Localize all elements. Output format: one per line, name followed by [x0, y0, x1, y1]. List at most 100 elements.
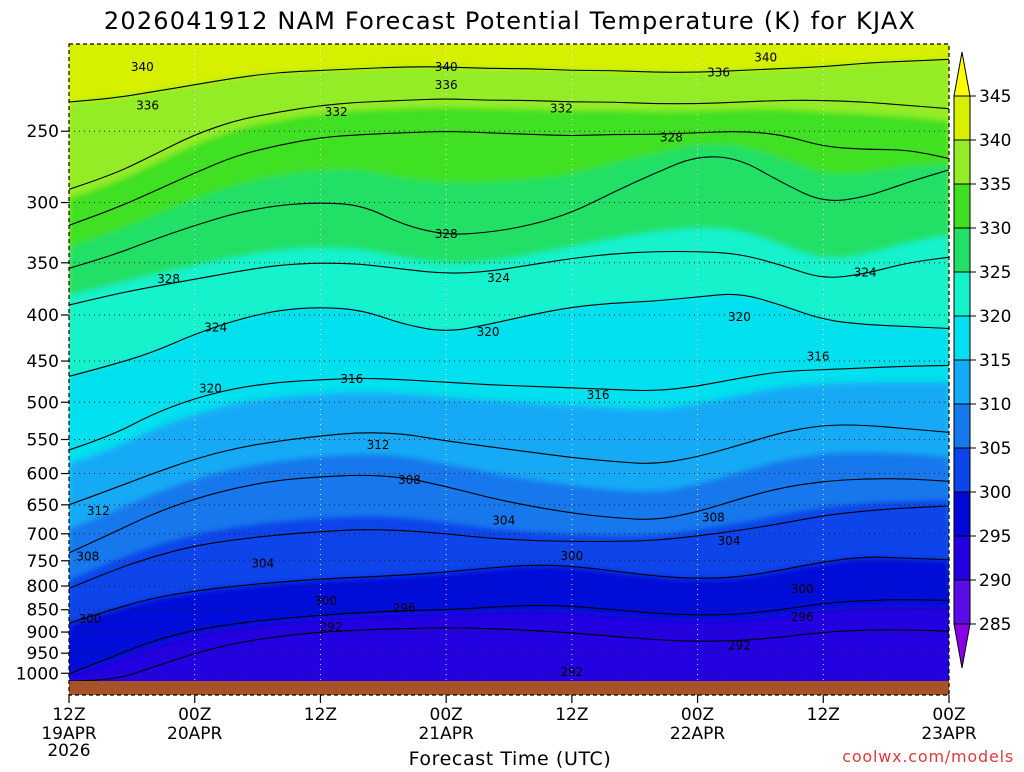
- y-tick-label: 850: [27, 601, 59, 621]
- contour-320: [69, 293, 949, 377]
- x-tick-label: 12Z: [807, 705, 840, 725]
- contour-label: 316: [807, 350, 830, 364]
- y-tick-label: 450: [27, 352, 59, 372]
- contour-label: 328: [157, 272, 180, 286]
- y-tick-label: 600: [27, 465, 59, 485]
- contour-label: 308: [398, 473, 421, 487]
- colorbar: 285 290 295 300 305 310 315 320 325 330 335 340 345: [953, 51, 1011, 669]
- contour-label: 340: [131, 60, 154, 74]
- colorbar-swatch: [953, 271, 971, 317]
- contour-label: 308: [76, 550, 99, 564]
- colorbar-swatch: [953, 183, 971, 229]
- contour-label: 324: [487, 271, 510, 285]
- y-tick-label: 250: [27, 122, 59, 142]
- contour-label: 340: [754, 50, 777, 64]
- colorbar-swatch: [953, 535, 971, 581]
- colorbar-label: 330: [979, 219, 1011, 239]
- contour-label: 296: [393, 601, 416, 615]
- contour-label: 336: [136, 98, 159, 112]
- x-tick-date: 22APR: [670, 724, 726, 744]
- contour-label: 336: [707, 65, 730, 79]
- colorbar-swatch: [953, 403, 971, 449]
- colorbar-label: 345: [979, 87, 1011, 107]
- contour-label: 296: [791, 610, 814, 624]
- plot-frame: [68, 43, 950, 696]
- contour-label: 328: [435, 227, 458, 241]
- contour-label: 320: [728, 310, 751, 324]
- colorbar-swatch: [953, 227, 971, 273]
- y-tick-label: 950: [27, 644, 59, 664]
- contour-label: 300: [560, 549, 583, 563]
- x-tick-label: 12Z: [555, 705, 588, 725]
- y-tick-label: 300: [27, 194, 59, 214]
- y-axis: 2503003504004505005506006507007508008509…: [16, 122, 69, 684]
- contour-label: 300: [791, 582, 814, 596]
- contour-label: 312: [87, 504, 110, 518]
- colorbar-label: 340: [979, 131, 1011, 151]
- contour-label: 340: [435, 60, 458, 74]
- x-tick-label: 00Z: [681, 705, 714, 725]
- colorbar-label: 315: [979, 351, 1011, 371]
- y-tick-label: 350: [27, 254, 59, 274]
- x-tick-date: 23APR: [921, 724, 977, 744]
- contour-label: 332: [550, 102, 573, 116]
- contour-300: [69, 556, 949, 624]
- contour-336: [69, 98, 949, 190]
- contour-label: 292: [560, 665, 583, 679]
- contour-label: 300: [78, 612, 101, 626]
- contour-label: 304: [251, 556, 274, 570]
- x-tick-label: 00Z: [932, 705, 965, 725]
- colorbar-label: 300: [979, 483, 1011, 503]
- y-tick-label: 550: [27, 431, 59, 451]
- contour-label: 324: [204, 321, 227, 335]
- colorbar-label: 335: [979, 175, 1011, 195]
- ground-bar: [69, 681, 949, 695]
- y-tick-label: 800: [27, 577, 59, 597]
- colorbar-swatch: [953, 95, 971, 141]
- colorbar-cap: [953, 51, 971, 97]
- x-axis-label: Forecast Time (UTC): [409, 748, 612, 768]
- colorbar-swatch: [953, 579, 971, 625]
- x-tick-label: 00Z: [178, 705, 211, 725]
- colorbar-label: 305: [979, 439, 1011, 459]
- x-tick-label: 00Z: [430, 705, 463, 725]
- band-group: [69, 59, 949, 681]
- contour-lines: [69, 58, 949, 681]
- contour-340: [69, 58, 949, 103]
- contour-label: 328: [660, 130, 683, 144]
- colorbar-swatch: [953, 139, 971, 185]
- contour-304: [69, 505, 949, 589]
- colorbar-label: 295: [979, 527, 1011, 547]
- contour-328: [69, 156, 949, 269]
- x-tick-date: 19APR: [41, 724, 97, 744]
- contour-308: [69, 474, 949, 554]
- contour-label: 300: [314, 594, 337, 608]
- contour-label: 320: [477, 325, 500, 339]
- contour-label: 312: [367, 438, 390, 452]
- colorbar-swatch: [953, 491, 971, 537]
- contour-label: 316: [587, 388, 610, 402]
- x-tick-date: 20APR: [167, 724, 223, 744]
- colorbar-label: 320: [979, 307, 1011, 327]
- contour-label: 336: [435, 78, 458, 92]
- colorbar-swatch: [953, 315, 971, 361]
- contour-label: 308: [702, 510, 725, 524]
- x-tick-year: 2026: [47, 741, 90, 761]
- colorbar-swatch: [953, 359, 971, 405]
- contour-label: 324: [854, 266, 877, 280]
- credit-link[interactable]: coolwx.com/models: [842, 747, 1014, 766]
- contour-label: 320: [199, 382, 222, 396]
- contour-label: 304: [718, 534, 741, 548]
- contour-312: [69, 424, 949, 506]
- grid-lines: [69, 44, 949, 681]
- contour-label: 332: [325, 105, 348, 119]
- contour-292: [69, 627, 949, 681]
- contour-296: [69, 599, 949, 675]
- contour-labels: 340 340 336 340 336 336 332 332 328 328 324 328 324 3…: [76, 50, 876, 679]
- y-tick-label: 500: [27, 393, 59, 413]
- contour-316: [69, 364, 949, 451]
- contour-label: 316: [340, 372, 363, 386]
